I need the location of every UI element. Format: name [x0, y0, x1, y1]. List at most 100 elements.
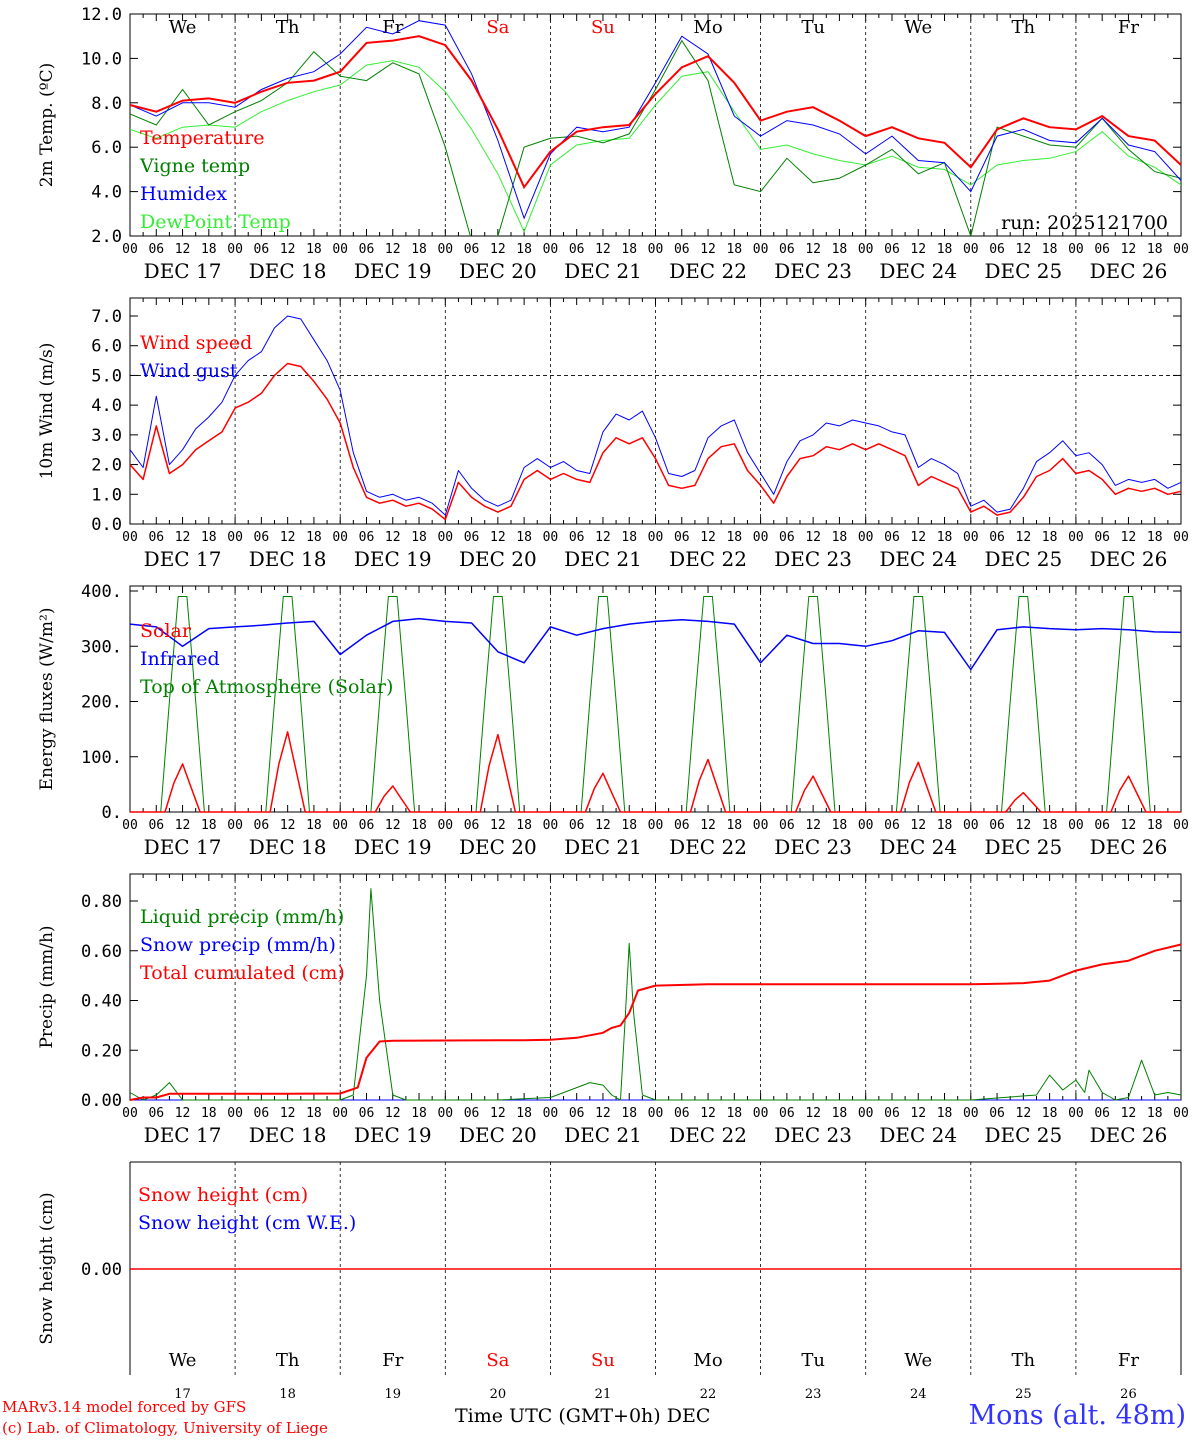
precip-hour-tick-label: 12: [490, 1106, 506, 1121]
energy-toa-day-6: [685, 596, 731, 813]
temp-date-label: DEC 26: [1090, 259, 1168, 283]
wind-hour-tick-label: 12: [280, 530, 296, 545]
temp-hour-tick-label: 12: [595, 242, 611, 257]
precip-hour-tick-label: 18: [1147, 1106, 1163, 1121]
wind-hour-tick-label: 06: [1094, 530, 1110, 545]
precip-y-tick-label: 0.80: [81, 892, 122, 912]
energy-hour-tick-label: 18: [516, 818, 532, 833]
snow-day-number: 18: [279, 1387, 296, 1402]
precip-hour-tick-label: 12: [1121, 1106, 1137, 1121]
energy-legend-entry: Solar: [140, 620, 192, 642]
energy-hour-tick-label: 12: [595, 818, 611, 833]
energy-legend-entry: Top of Atmosphere (Solar): [140, 676, 393, 698]
energy-hour-tick-label: 00: [648, 818, 664, 833]
temp-hour-tick-label: 18: [621, 242, 637, 257]
energy-hour-tick-label: 18: [726, 818, 742, 833]
temp-hour-tick-label: 00: [1173, 242, 1189, 257]
precip-hour-tick-label: 12: [1016, 1106, 1032, 1121]
energy-hour-tick-label: 12: [910, 818, 926, 833]
energy-hour-tick-label: 06: [148, 818, 164, 833]
temp-hour-tick-label: 12: [1121, 242, 1137, 257]
temp-hour-tick-label: 12: [490, 242, 506, 257]
temp-weekday-label: Fr: [382, 17, 403, 38]
wind-series-wind-gust: [129, 315, 1182, 516]
energy-hour-tick-label: 18: [1147, 818, 1163, 833]
temp-y-tick-label: 4.0: [91, 183, 122, 203]
energy-hour-tick-label: 00: [753, 818, 769, 833]
precip-series-liquid: [129, 888, 1182, 1101]
energy-date-label: DEC 21: [564, 835, 642, 859]
energy-toa-day-1: [160, 596, 205, 813]
energy-hour-tick-label: 12: [1016, 818, 1032, 833]
wind-hour-tick-label: 12: [595, 530, 611, 545]
precip-date-label: DEC 19: [354, 1123, 432, 1147]
energy-hour-tick-label: 00: [1068, 818, 1084, 833]
wind-y-axis-label: 10m Wind (m/s): [37, 343, 57, 480]
temp-hour-tick-label: 12: [700, 242, 716, 257]
precip-hour-tick-label: 18: [832, 1106, 848, 1121]
precip-date-label: DEC 23: [774, 1123, 852, 1147]
temp-hour-tick-label: 18: [937, 242, 953, 257]
precip-hour-tick-label: 18: [621, 1106, 637, 1121]
energy-hour-tick-label: 06: [1094, 818, 1110, 833]
wind-date-label: DEC 22: [669, 547, 747, 571]
precip-hour-tick-label: 18: [516, 1106, 532, 1121]
temp-weekday-label: We: [904, 17, 932, 38]
precip-date-label: DEC 22: [669, 1123, 747, 1147]
snow-legend-entry: Snow height (cm W.E.): [138, 1212, 356, 1234]
precip-hour-tick-label: 12: [595, 1106, 611, 1121]
precip-legend-entry: Liquid precip (mm/h): [140, 906, 344, 928]
wind-y-tick-label: 1.0: [91, 485, 122, 505]
temp-series-temperature: [130, 35, 1181, 190]
temp-hour-tick-label: 06: [674, 242, 690, 257]
energy-hour-tick-label: 12: [280, 818, 296, 833]
temp-hour-tick-label: 00: [963, 242, 979, 257]
precip-date-label: DEC 18: [249, 1123, 327, 1147]
snow-y-tick-label: 0.00: [81, 1260, 122, 1280]
energy-y-tick-label: 300.: [81, 637, 122, 657]
wind-y-tick-label: 4.0: [91, 396, 122, 416]
wind-date-label: DEC 24: [879, 547, 957, 571]
precip-hour-tick-label: 12: [910, 1106, 926, 1121]
temp-date-label: DEC 21: [564, 259, 642, 283]
energy-hour-tick-label: 00: [858, 818, 874, 833]
precip-hour-tick-label: 00: [122, 1106, 138, 1121]
temp-hour-tick-label: 18: [1042, 242, 1058, 257]
energy-hour-tick-label: 00: [543, 818, 559, 833]
temp-hour-tick-label: 18: [201, 242, 217, 257]
wind-hour-tick-label: 18: [516, 530, 532, 545]
precip-date-label: DEC 20: [459, 1123, 537, 1147]
wind-y-tick-label: 0.0: [91, 515, 122, 535]
temp-y-tick-label: 6.0: [91, 138, 122, 158]
wind-hour-tick-label: 06: [148, 530, 164, 545]
energy-hour-tick-label: 18: [201, 818, 217, 833]
snow-weekday-label: We: [904, 1350, 932, 1371]
wind-hour-tick-label: 06: [569, 530, 585, 545]
precip-y-tick-label: 0.20: [81, 1041, 122, 1061]
temp-hour-tick-label: 18: [516, 242, 532, 257]
snow-y-axis-label: Snow height (cm): [37, 1192, 57, 1344]
energy-y-tick-label: 400.: [81, 582, 122, 602]
energy-date-label: DEC 20: [459, 835, 537, 859]
precip-y-tick-label: 0.00: [81, 1091, 122, 1111]
wind-hour-tick-label: 18: [1147, 530, 1163, 545]
snow-weekday-label: Th: [1012, 1350, 1036, 1371]
precip-hour-tick-label: 00: [753, 1106, 769, 1121]
energy-y-tick-label: 100.: [81, 748, 122, 768]
precip-hour-tick-label: 06: [989, 1106, 1005, 1121]
energy-toa-day-4: [475, 596, 521, 813]
precip-hour-tick-label: 18: [201, 1106, 217, 1121]
wind-hour-tick-label: 12: [1016, 530, 1032, 545]
wind-legend-entry: Wind gust: [140, 360, 238, 382]
snow-day-number: 23: [805, 1387, 822, 1402]
wind-date-label: DEC 23: [774, 547, 852, 571]
precip-y-tick-label: 0.40: [81, 992, 122, 1012]
energy-date-label: DEC 17: [144, 835, 222, 859]
snow-day-number: 22: [700, 1387, 717, 1402]
temp-weekday-label: Mo: [693, 17, 722, 38]
temp-hour-tick-label: 00: [543, 242, 559, 257]
energy-hour-tick-label: 18: [621, 818, 637, 833]
energy-hour-tick-label: 06: [464, 818, 480, 833]
precip-hour-tick-label: 12: [805, 1106, 821, 1121]
temp-series-humidex: [130, 20, 1181, 220]
